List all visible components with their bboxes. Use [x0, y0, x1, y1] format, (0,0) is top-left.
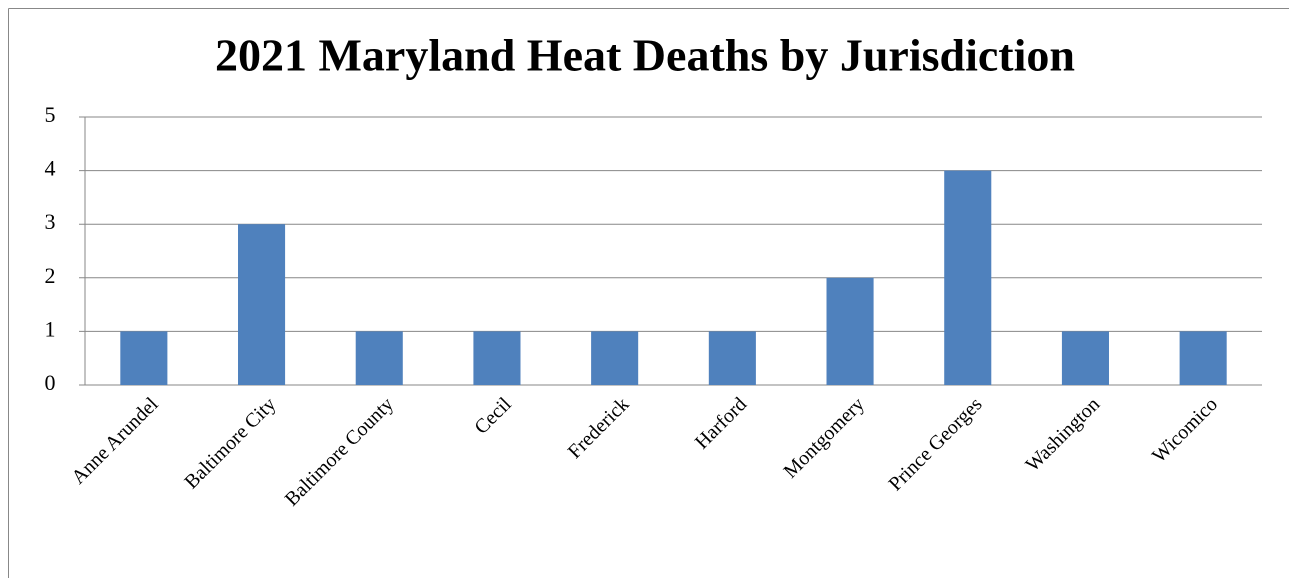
y-tick-label: 0	[45, 370, 56, 395]
x-tick-label: Montgomery	[779, 393, 868, 482]
bar	[591, 331, 639, 385]
x-tick-label: Harford	[691, 393, 751, 453]
x-tick-label: Frederick	[564, 393, 634, 463]
y-tick-label: 1	[45, 316, 56, 341]
x-tick-label: Washington	[1021, 393, 1104, 476]
bar	[944, 170, 992, 385]
bar	[1061, 331, 1109, 385]
x-tick-label: Cecil	[470, 393, 516, 439]
x-tick-label: Anne Arundel	[67, 393, 163, 489]
x-tick-label: Prince Georges	[884, 393, 986, 495]
x-tick-label: Baltimore County	[281, 393, 398, 510]
bar	[708, 331, 756, 385]
y-tick-label: 5	[45, 102, 56, 127]
y-tick-label: 2	[45, 263, 56, 288]
y-tick-label: 3	[45, 209, 56, 234]
bar	[355, 331, 403, 385]
bar	[120, 331, 168, 385]
x-tick-label: Baltimore City	[180, 393, 280, 493]
x-tick-label: Wicomico	[1148, 393, 1222, 467]
chart-title: 2021 Maryland Heat Deaths by Jurisdictio…	[215, 30, 1075, 81]
bar	[238, 224, 286, 385]
bar	[1179, 331, 1227, 385]
y-tick-label: 4	[45, 156, 56, 181]
bar	[473, 331, 521, 385]
bar	[826, 277, 874, 385]
